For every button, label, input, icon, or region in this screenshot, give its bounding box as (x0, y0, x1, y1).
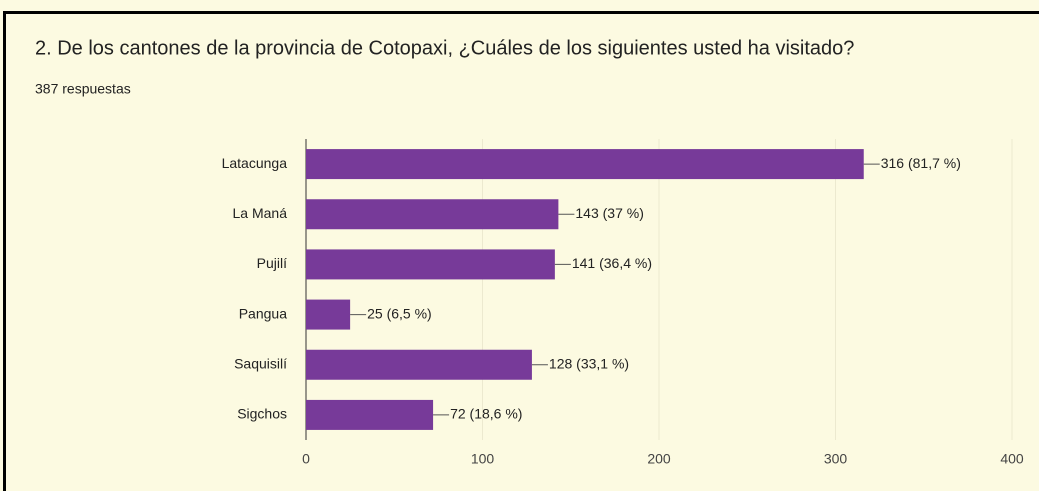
y-tick-label: Saquisilí (234, 355, 287, 371)
x-tick-label: 200 (647, 451, 671, 467)
y-tick-label: Latacunga (222, 155, 288, 171)
bar (306, 349, 532, 380)
value-label: 128 (33,1 %) (549, 355, 629, 371)
bar (306, 149, 864, 180)
chart-title: 2. De los cantones de la provincia de Co… (35, 37, 854, 59)
x-tick-label: 0 (302, 451, 310, 467)
bar (306, 399, 434, 430)
value-label: 316 (81,7 %) (881, 155, 961, 171)
x-tick-label: 400 (1000, 451, 1024, 467)
value-label: 143 (37 %) (575, 205, 643, 221)
x-tick-label: 300 (824, 451, 848, 467)
y-tick-label: La Maná (233, 205, 288, 221)
value-label: 72 (18,6 %) (450, 406, 522, 422)
x-tick-label: 100 (471, 451, 495, 467)
bar (306, 199, 559, 230)
y-tick-label: Pangua (239, 305, 287, 321)
y-tick-label: Pujilí (257, 255, 287, 271)
bar (306, 249, 555, 280)
y-tick-label: Sigchos (237, 406, 287, 422)
bar (306, 299, 351, 330)
value-label: 141 (36,4 %) (572, 255, 652, 271)
value-label: 25 (6,5 %) (367, 305, 432, 321)
chart-subtitle: 387 respuestas (35, 81, 131, 97)
frame (3, 11, 1039, 491)
